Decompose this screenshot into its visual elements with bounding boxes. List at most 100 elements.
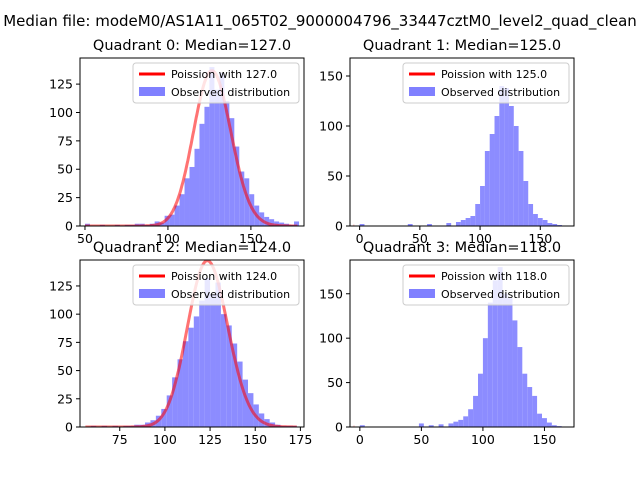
histogram-bar	[220, 314, 227, 427]
histogram-bar	[463, 416, 469, 427]
histogram-bar	[194, 148, 200, 226]
histogram-bar	[547, 223, 553, 226]
subplot-0: 50 100 150 0 25 50 75 100 125 Poission with 127.0…	[49, 38, 305, 246]
histogram-bar	[234, 146, 240, 226]
axes-frame	[349, 57, 575, 227]
histogram-bar	[274, 221, 280, 226]
plot-area	[353, 86, 562, 226]
y-tick-label: 100	[49, 105, 73, 120]
histogram-bar	[507, 298, 513, 427]
histogram-bar	[537, 218, 543, 226]
histogram-bar	[473, 395, 478, 427]
y-tick-label: 50	[57, 363, 73, 378]
histogram-bar	[523, 181, 529, 226]
x-tick-label: 75	[112, 432, 128, 447]
legend-line-label: Poission with 118.0	[441, 270, 547, 283]
subplot-title: Quadrant 2: Median=124.0	[93, 240, 291, 256]
histogram-bar	[453, 421, 459, 427]
histogram-bar	[552, 224, 558, 226]
y-tick-label: 50	[327, 375, 343, 390]
histogram-bar	[487, 302, 493, 427]
legend-bar-swatch	[139, 87, 165, 96]
histogram-bar	[484, 151, 490, 226]
histogram-bar	[229, 118, 235, 226]
histogram-bar	[219, 72, 225, 226]
histogram-bar	[199, 300, 205, 427]
histogram-bar	[244, 178, 250, 226]
histogram-bar	[527, 387, 533, 427]
x-tick-label: 175	[288, 432, 312, 447]
x-tick-label: 100	[153, 432, 177, 447]
histogram-bar	[169, 214, 175, 226]
histogram-bar	[215, 282, 221, 427]
histogram-bar	[542, 418, 547, 427]
legend: Poission with 127.0 Observed distribution	[132, 62, 300, 104]
histogram-bar	[480, 186, 485, 226]
histogram-bar	[177, 359, 183, 427]
subplot-2: 75 100 125 150 175 0 25 50 75 100 125 Poission with…	[49, 240, 312, 447]
histogram-bar	[458, 419, 464, 427]
x-tick-label: 150	[528, 231, 552, 246]
histogram-bar	[359, 224, 365, 226]
histogram-bar	[427, 224, 432, 226]
y-tick-label: 125	[49, 278, 73, 293]
x-tick-label: 150	[533, 432, 557, 447]
legend-line-label: Poission with 124.0	[171, 270, 277, 283]
legend-box	[402, 62, 570, 104]
histogram-bar	[504, 88, 509, 226]
histogram-bar	[468, 409, 474, 427]
histogram-bar	[502, 293, 508, 427]
histogram-bar	[179, 194, 185, 226]
histogram-bar	[214, 89, 220, 226]
y-tick-label: 0	[335, 219, 343, 234]
y-tick-label: 0	[335, 420, 343, 435]
y-tick-label: 100	[319, 331, 343, 346]
histogram-bar	[294, 221, 300, 226]
legend-bar-label: Observed distribution	[171, 86, 290, 99]
legend-box	[132, 62, 300, 104]
legend-line-label: Poission with 127.0	[171, 68, 277, 81]
histogram-bar	[533, 214, 538, 226]
histogram-bar	[184, 178, 190, 226]
histogram-bar	[446, 223, 452, 226]
x-tick-label: 0	[356, 231, 364, 246]
plot-area	[84, 260, 298, 427]
y-tick-label: 25	[57, 190, 73, 205]
y-tick-label: 100	[319, 119, 343, 134]
y-tick-label: 150	[319, 286, 343, 301]
histogram-bar	[482, 338, 488, 427]
histogram-bar	[499, 86, 505, 226]
histogram-bar	[494, 116, 500, 226]
histogram-bar	[239, 171, 245, 226]
histogram-bar	[199, 123, 205, 226]
histogram-bar	[497, 267, 503, 427]
plot-area	[353, 267, 562, 427]
poisson-curve	[84, 260, 298, 427]
legend-bar-label: Observed distribution	[171, 288, 290, 301]
y-tick-label: 125	[49, 77, 73, 92]
legend-bar-label: Observed distribution	[441, 86, 560, 99]
y-tick-label: 0	[65, 219, 73, 234]
histogram-bar	[407, 224, 413, 226]
histogram-bar	[166, 395, 173, 427]
legend-bar-swatch	[139, 289, 165, 298]
y-tick-label: 50	[57, 162, 73, 177]
x-tick-label: 100	[156, 231, 180, 246]
histogram-bar	[489, 134, 495, 226]
histogram-bar	[528, 204, 534, 226]
histogram-bar	[418, 423, 424, 427]
histogram-bar	[237, 361, 243, 427]
subplot-title: Quadrant 3: Median=118.0	[363, 240, 561, 256]
histogram-bar	[522, 373, 528, 427]
figure-suptitle: Median file: modeM0/AS1A11_065T02_900000…	[3, 12, 637, 31]
histogram-bar	[209, 67, 215, 226]
histogram-bar	[512, 320, 518, 427]
histogram-bar	[210, 293, 216, 427]
axes-frame	[79, 259, 305, 428]
histogram-bar	[537, 413, 542, 427]
histogram-bar	[428, 425, 434, 427]
legend-box	[132, 264, 300, 306]
x-tick-label: 150	[243, 432, 267, 447]
histogram-bar	[478, 373, 483, 427]
poisson-curve	[84, 69, 298, 226]
